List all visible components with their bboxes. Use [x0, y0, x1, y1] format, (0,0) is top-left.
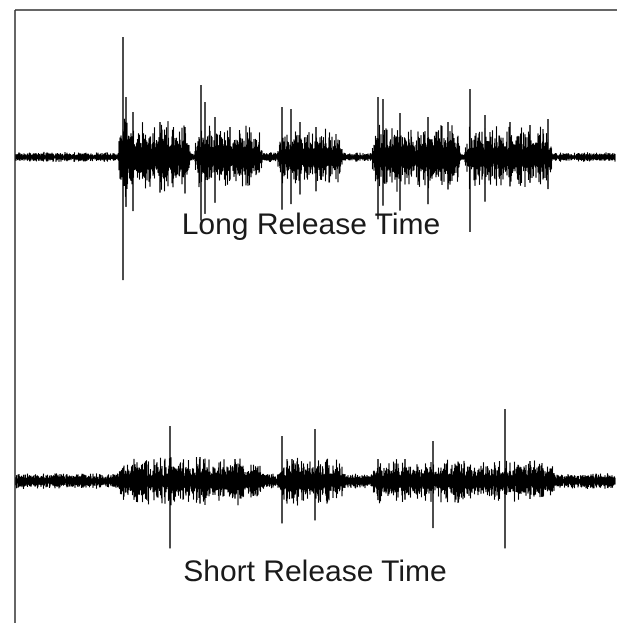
short-release-waveform	[15, 409, 616, 549]
long-release-label: Long Release Time	[181, 208, 441, 241]
short-release-label: Short Release Time	[183, 555, 447, 588]
long-release-waveform	[15, 37, 616, 281]
